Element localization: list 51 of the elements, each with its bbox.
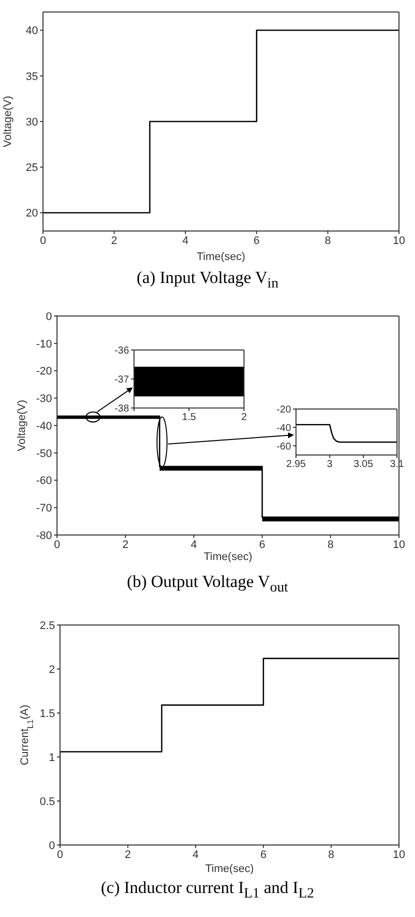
text: (b) Output Voltage V$_{out}$ [126,572,290,596]
y-tick-label: -20 [36,366,52,378]
y-tick-label: -70 [36,502,52,515]
y-tick-label: 0.5 [40,796,55,808]
y-tick-label: 1 [48,752,55,764]
x-tick-label: 4 [192,848,199,861]
x-tick-label: 10 [392,234,406,247]
y-tick-label: 2 [48,664,55,676]
x-tick-label: 0 [56,848,64,861]
y-axis-title: Voltage(V) [2,96,14,148]
line-series [296,424,397,443]
x-tick-label: 8 [328,848,334,861]
y-tick-label: 30 [26,116,38,128]
x-tick-label: 8 [328,538,334,551]
y-tick-label: -36 [114,346,130,357]
text: (c) Inductor current I$_{L1}$ and I$_{L2}$ [100,878,316,902]
x-tick-label: 8 [324,234,331,247]
y-tick-label: 0 [48,840,55,852]
y-tick-label: -60 [276,441,292,452]
x-tick-label: 6 [259,538,266,551]
y-tick-label: 20 [26,208,38,220]
x-tick-label: 10 [392,848,406,861]
y-tick-label: -20 [276,404,292,416]
y-tick-label: -60 [36,475,52,488]
y-tick-label: 25 [26,162,38,174]
y-tick-label: -38 [114,404,130,415]
x-tick-label: 3.05 [354,459,374,470]
x-tick-label: 3 [326,459,333,470]
x-tick-label: 4 [182,234,188,247]
x-tick-label: 6 [260,848,266,861]
y-tick-label: 2.5 [40,620,55,632]
y-tick-label: 35 [26,70,38,83]
y-tick-label: -80 [36,530,52,542]
y-tick-label: -50 [36,448,52,460]
x-tick-label: 2.95 [286,459,306,470]
x-axis-title: Time(sec) [205,863,254,875]
y-tick-label: -40 [36,420,52,432]
x-tick-label: 6 [254,234,260,247]
y-tick-label: -30 [36,393,52,406]
x-tick-label: 4 [190,538,197,551]
y-tick-label: -40 [276,422,292,434]
x-axis-title: Time(sec) [204,551,252,563]
y-axis-title: Voltage(V) [16,400,28,452]
y-tick-label: -10 [36,338,52,350]
y-tick-label: 1.5 [40,708,55,720]
x-tick-label: 10 [392,538,406,551]
y-tick-label: -37 [114,374,130,386]
y-tick-label: 40 [26,25,38,38]
y-tick-label: 0 [46,310,52,323]
text: (a) Input Voltage V$_{in}$ [136,268,280,292]
x-axis-title: Time(sec) [196,251,246,263]
